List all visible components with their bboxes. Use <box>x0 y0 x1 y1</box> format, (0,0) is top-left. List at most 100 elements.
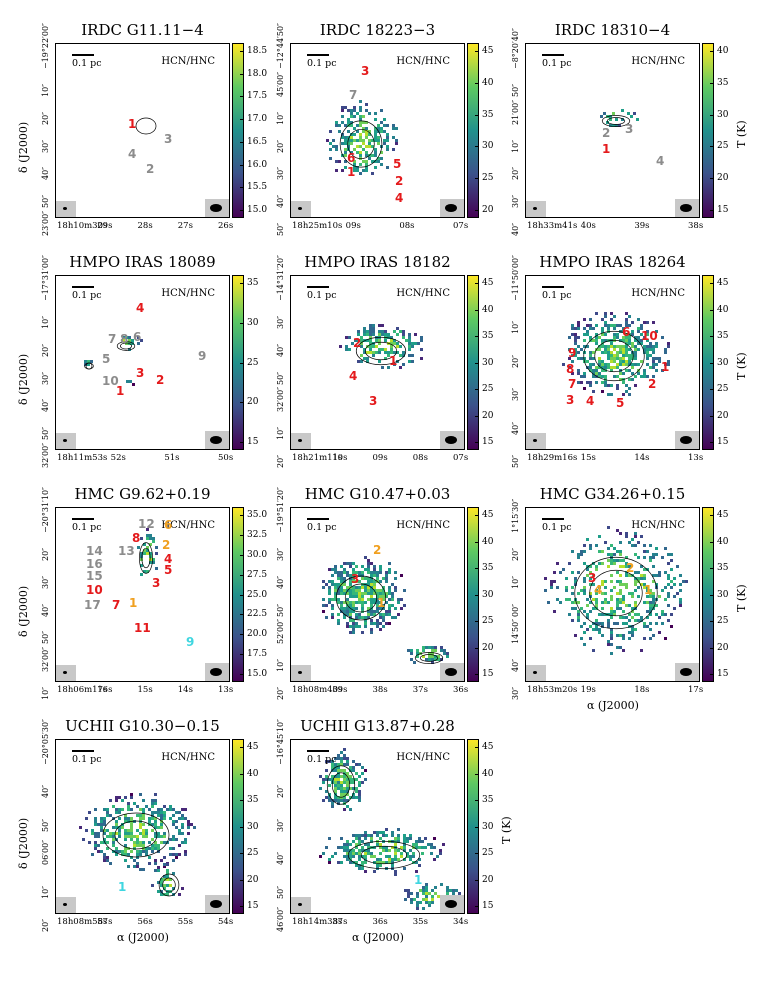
y-tick-label: 30″ <box>511 686 520 700</box>
colorbar-tick-label: 30 <box>482 589 494 600</box>
y-tick-label: 20″ <box>41 343 50 357</box>
colorbar-tick-label: 15 <box>717 205 729 215</box>
colorbar-tick-mark <box>475 879 479 881</box>
y-tick-label: 30″ <box>276 315 285 329</box>
x-tick-label: 37s <box>332 917 348 927</box>
y-tick-label: 40″ <box>276 343 285 357</box>
x-tick-label: 52s <box>110 453 126 463</box>
colorbar-tick-label: 30 <box>482 357 494 368</box>
colorbar-tick-mark <box>710 415 714 417</box>
colorbar-tick-label: 40 <box>717 46 729 56</box>
y-tick-label: 20″ <box>511 547 520 561</box>
line-ratio-label: HCN/HNC <box>631 56 685 67</box>
colorbar-tick-label: 45 <box>482 742 494 752</box>
colorbar-tick-mark <box>240 283 244 284</box>
scale-bar <box>72 750 94 752</box>
x-tick-label: 07s <box>453 453 469 463</box>
beam-ellipse <box>440 663 464 681</box>
colorbar-tick-mark <box>475 210 479 211</box>
y-tick-label: 32′00″ <box>41 646 50 673</box>
y-tick-label: 30″ <box>511 194 520 209</box>
colorbar-tick-mark <box>475 594 479 596</box>
colorbar-tick-mark <box>710 674 714 675</box>
colorbar-tick-mark <box>475 389 479 390</box>
colorbar-tick-label: 30 <box>717 357 729 368</box>
colorbar-tick-label: 20 <box>247 874 259 885</box>
source-label: 8 <box>132 531 141 545</box>
colorbar-tick-mark <box>475 621 479 622</box>
colorbar-tick-mark <box>475 415 479 417</box>
colorbar-tick-label: 30 <box>717 109 729 120</box>
colorbar-tick-label: 15 <box>482 901 494 911</box>
colorbar-tick-label: 25 <box>482 616 494 626</box>
beam-marker <box>291 665 311 681</box>
colorbar-tick-mark <box>475 178 479 180</box>
y-tick-label: 40″ <box>511 222 520 236</box>
y-axis-label: δ (J2000) <box>17 817 30 869</box>
panel-title: IRDC G11.11−4 <box>81 21 204 39</box>
colorbar-tick-mark <box>240 534 244 536</box>
x-tick-label: 15s <box>137 685 153 695</box>
colorbar-tick-mark <box>710 51 714 52</box>
x-tick-label: 55s <box>177 917 193 927</box>
y-tick-label: 30″ <box>276 547 285 561</box>
x-tick-label: 18h33m41s <box>527 221 578 231</box>
colorbar-tick-mark <box>240 614 244 616</box>
source-label: 7 <box>108 332 117 346</box>
beam-ellipse <box>440 431 464 449</box>
source-label: 6 <box>622 325 631 339</box>
temperature-map: 0.1 pc HCN/HNC 12 6 8 2 14 13 4 16 5 15 10 3 17 7 1 11 9 <box>55 507 230 682</box>
panel-title: HMC G9.62+0.19 <box>74 485 211 503</box>
x-tick-label: 36s <box>453 685 469 695</box>
beam-ellipse <box>675 199 699 217</box>
colorbar-tick-label: 40 <box>482 768 494 779</box>
source-label: 16 <box>86 557 103 571</box>
source-label: 9 <box>568 346 577 360</box>
y-tick-label: 10″ <box>41 315 50 329</box>
colorbar-tick-mark <box>240 800 244 801</box>
colorbar-tick-mark <box>475 309 479 311</box>
source-label: 7 <box>568 377 577 391</box>
scale-label: 0.1 pc <box>72 754 102 765</box>
scale-bar <box>72 286 94 288</box>
source-label: 2 <box>602 126 611 140</box>
colorbar-tick-mark <box>475 51 479 52</box>
source-label: 1 <box>377 596 386 610</box>
scale-bar <box>72 54 94 56</box>
beam-marker <box>526 201 546 217</box>
line-ratio-label: HCN/HNC <box>161 56 215 67</box>
colorbar-tick-mark <box>240 574 244 576</box>
colorbar-tick-mark <box>240 442 244 443</box>
colorbar <box>467 43 479 218</box>
source-label: 2 <box>156 373 165 387</box>
y-axis-label: δ (J2000) <box>17 353 30 405</box>
colorbar-tick-mark <box>710 594 714 596</box>
colorbar-tick-mark <box>240 402 244 404</box>
colorbar-tick-mark <box>240 210 244 211</box>
y-tick-label: 50″ <box>41 631 50 645</box>
source-label: 4 <box>128 147 137 161</box>
colorbar-tick-mark <box>475 541 479 543</box>
colorbar-tick-mark <box>475 826 479 828</box>
colorbar-tick-label: 25 <box>482 848 494 858</box>
colorbar-tick-mark <box>240 826 244 828</box>
colorbar-tick-label: 30 <box>482 141 494 152</box>
x-tick-label: 07s <box>453 221 469 231</box>
x-tick-label: 08s <box>412 453 428 463</box>
source-label: 11 <box>134 621 151 635</box>
line-ratio-label: HCN/HNC <box>396 56 450 67</box>
colorbar-tick-mark <box>240 515 244 516</box>
x-tick-label: 54s <box>218 917 234 927</box>
y-tick-label: 50″ <box>276 371 285 385</box>
y-tick-label: 10″ <box>276 426 285 441</box>
source-label: 5 <box>393 157 402 171</box>
colorbar-tick-mark <box>240 674 244 675</box>
x-tick-label: 40s <box>580 221 596 231</box>
panel-title: HMPO IRAS 18264 <box>539 253 686 271</box>
beam-ellipse <box>205 199 229 217</box>
source-label: 5 <box>102 352 111 366</box>
y-tick-label: 30″ <box>41 139 50 153</box>
colorbar-tick-label: 17.0 <box>247 114 268 125</box>
colorbar-axis-label: T (K) <box>735 352 748 380</box>
colorbar-tick-mark <box>240 634 244 636</box>
